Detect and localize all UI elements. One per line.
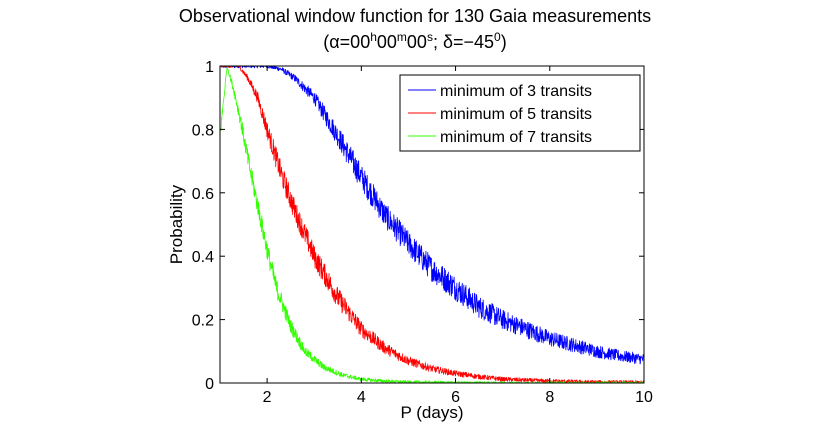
y-tick-label-0: 0 <box>205 376 214 393</box>
x-tick-label-2: 2 <box>263 389 272 406</box>
subtitle-deg: 0 <box>494 30 501 44</box>
subtitle-alpha: (α=00 <box>323 32 371 52</box>
y-tick-label-5: 1 <box>205 59 214 76</box>
x-axis-label: P (days) <box>401 403 464 422</box>
legend-label-1: minimum of 3 transits <box>440 83 592 100</box>
legend-label-3: minimum of 7 transits <box>440 129 592 146</box>
legend-box <box>399 74 641 152</box>
subtitle-s: s <box>426 30 433 44</box>
axes-layer: 2 4 6 8 10 0 0.2 0.4 0.6 0.8 1 <box>192 59 653 406</box>
y-tick-label-4: 0.8 <box>192 122 214 139</box>
series-line-1 <box>219 65 645 365</box>
y-axis-label: Probability <box>167 184 186 264</box>
subtitle-minutes: 00 <box>376 32 397 52</box>
y-tick-label-2: 0.4 <box>192 249 214 266</box>
x-tick-label-6: 6 <box>451 389 460 406</box>
legend-label-2: minimum of 5 transits <box>440 106 592 123</box>
chart-title: Observational window function for 130 Ga… <box>178 6 652 26</box>
x-tick-label-4: 4 <box>357 389 366 406</box>
y-tick-label-1: 0.2 <box>192 313 214 330</box>
y-tick-label-3: 0.6 <box>192 186 214 203</box>
chart-subtitle: (α=00h00m00s; δ=−450) <box>0 30 830 53</box>
series-line-2 <box>219 65 645 384</box>
legend: minimum of 3 transits minimum of 5 transi… <box>399 74 641 152</box>
subtitle-m: m <box>396 30 407 44</box>
plot-frame <box>219 65 645 384</box>
x-tick-label-8: 8 <box>545 389 554 406</box>
subtitle-close: ) <box>500 32 507 52</box>
subtitle-h: h <box>370 30 377 44</box>
subtitle-seconds: 00 <box>406 32 427 52</box>
subtitle-delta: ; δ=−45 <box>432 32 495 52</box>
x-tick-label-10: 10 <box>635 389 653 406</box>
